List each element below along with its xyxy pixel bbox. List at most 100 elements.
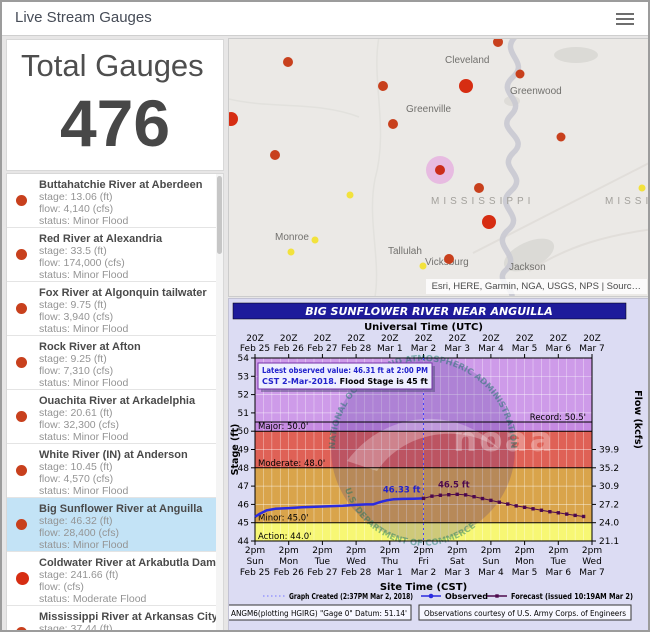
- utc-date: Mar 2: [411, 344, 437, 354]
- site-time-tick: 2pm: [279, 546, 299, 556]
- stage-tick-label: 53: [238, 372, 249, 382]
- map-gauge-dot[interactable]: [474, 183, 484, 193]
- site-day: Sun: [482, 557, 499, 567]
- map-gauge-dot[interactable]: [493, 39, 503, 47]
- forecast-point: [463, 493, 468, 497]
- flood-band-label: Action: 44.0': [258, 532, 311, 542]
- utc-date: Mar 1: [377, 344, 403, 354]
- gauge-status-dot: [16, 357, 27, 368]
- map-gauge-dot[interactable]: [482, 215, 496, 229]
- site-day: Wed: [346, 557, 366, 567]
- gauge-list-item[interactable]: White River (IN) at Anderson stage: 10.45…: [7, 443, 223, 497]
- gauge-list-item[interactable]: Ouachita River at Arkadelphia stage: 20.6…: [7, 389, 223, 443]
- map-gauge-dot[interactable]: [311, 236, 319, 244]
- utc-date: Feb 25: [240, 344, 270, 354]
- chart-title-bar: [232, 302, 627, 320]
- utc-tick: 20Z: [246, 334, 264, 344]
- gauge-name: Coldwater River at Arkabutla Dam: [39, 557, 216, 569]
- utc-date: Feb 28: [341, 344, 372, 354]
- stage-tick-label: 52: [238, 391, 249, 401]
- map-gauge-dot[interactable]: [388, 119, 398, 129]
- map-gauge-dot[interactable]: [419, 262, 427, 270]
- utc-tick: 20Z: [347, 334, 365, 344]
- gauge-list-item[interactable]: Coldwater River at Arkabutla Dam stage: 2…: [7, 551, 223, 605]
- map-attribution: Esri, HERE, Garmin, NGA, USGS, NPS | Sou…: [425, 279, 647, 294]
- map-panel[interactable]: MISSISSIPPI MISSISSIPPI Cleveland Greenvill…: [228, 38, 649, 297]
- gauge-name: Big Sunflower River at Anguilla: [39, 503, 203, 515]
- observed-series-line: [254, 497, 424, 518]
- gage-datum-text: ANGM6(plotting HGIRG) "Gage 0" Datum: 51…: [231, 609, 407, 618]
- gauge-list-item[interactable]: Buttahatchie River at Aberdeen stage: 13.…: [7, 174, 223, 227]
- latest-observed-box: [257, 362, 433, 390]
- utc-date: Mar 7: [579, 344, 605, 354]
- utc-date: Mar 3: [444, 344, 470, 354]
- current-value-label: 46.33 ft: [383, 485, 421, 495]
- forecast-point: [480, 496, 485, 501]
- scrollbar-thumb[interactable]: [217, 176, 222, 254]
- map-gauge-dot[interactable]: [556, 132, 566, 142]
- map-gauge-dot[interactable]: [459, 79, 473, 93]
- map-gauge-dot[interactable]: [515, 69, 525, 79]
- site-date: Mar 3: [444, 568, 470, 578]
- map-gauge-dot[interactable]: [435, 165, 445, 175]
- total-gauges-card: Total Gauges 476: [6, 39, 224, 171]
- site-date: Mar 1: [377, 568, 403, 578]
- site-time-axis-label: Site Time (CST): [380, 582, 467, 593]
- river-path: [499, 39, 522, 296]
- forecast-point: [565, 512, 569, 516]
- utc-date: Mar 5: [512, 344, 538, 354]
- gauge-list-item[interactable]: Fox River at Algonquin tailwater stage: 9…: [7, 281, 223, 335]
- city-label: Greenville: [406, 104, 451, 115]
- gauge-flow: flow: 4,570 (cfs): [39, 473, 114, 485]
- stage-tick-label: 54: [238, 354, 250, 364]
- gauge-list-item[interactable]: Big Sunflower River at Anguilla stage: 46…: [7, 497, 223, 551]
- gauge-status: status: Minor Flood: [39, 485, 129, 497]
- map-road: [528, 228, 648, 272]
- gage-datum-box: [229, 604, 412, 621]
- hamburger-menu-icon[interactable]: [612, 8, 638, 30]
- gauge-stage: stage: 46.32 (ft): [39, 515, 113, 527]
- map-gauge-dot[interactable]: [283, 57, 293, 67]
- city-label: Cleveland: [445, 55, 489, 66]
- state-label: MISSISSIPPI: [431, 196, 534, 207]
- app-header: Live Stream Gauges: [2, 2, 648, 36]
- utc-tick: 20Z: [415, 334, 433, 344]
- site-day: Thu: [380, 557, 398, 567]
- flow-tick-label: 30.9: [599, 482, 619, 492]
- map-gauge-dot[interactable]: [444, 254, 454, 264]
- map-gauge-dot[interactable]: [229, 112, 238, 126]
- city-label: Tallulah: [388, 246, 422, 257]
- gauge-list-item[interactable]: Rock River at Afton stage: 9.25 (ft) flow:…: [7, 335, 223, 389]
- gauge-list-item[interactable]: Mississippi River at Arkansas City stage:…: [7, 605, 223, 632]
- gauge-stage: stage: 33.5 (ft): [39, 245, 107, 257]
- site-time-tick: 2pm: [380, 546, 400, 556]
- gauge-stage: stage: 37.44 (ft): [39, 623, 113, 632]
- gauge-list-item[interactable]: Red River at Alexandria stage: 33.5 (ft) f…: [7, 227, 223, 281]
- scrollbar[interactable]: [216, 174, 223, 630]
- legend-created-label: Graph Created (2:37PM Mar 2, 2018): [289, 592, 413, 601]
- site-date: Mar 2: [411, 568, 437, 578]
- forecast-point: [522, 505, 527, 510]
- map-gauge-dot[interactable]: [346, 191, 354, 199]
- flow-tick-label: 24.0: [599, 519, 619, 529]
- gauge-status-dot: [16, 572, 29, 585]
- gauge-name: White River (IN) at Anderson: [39, 449, 188, 461]
- map-canvas[interactable]: MISSISSIPPI MISSISSIPPI Cleveland Greenvill…: [229, 39, 649, 296]
- map-gauge-dot[interactable]: [378, 81, 388, 91]
- gauge-list-panel: Buttahatchie River at Aberdeen stage: 13.…: [6, 173, 224, 632]
- site-time-tick: 2pm: [481, 546, 501, 556]
- forecast-point: [430, 494, 434, 498]
- gauge-flow: flow: 7,310 (cfs): [39, 365, 114, 377]
- utc-tick: 20Z: [314, 334, 332, 344]
- urban-area: [554, 47, 598, 63]
- stage-tick-label: 47: [238, 482, 249, 492]
- map-gauge-dot[interactable]: [287, 248, 295, 256]
- map-gauge-dot[interactable]: [270, 150, 280, 160]
- map-gauge-dot[interactable]: [638, 184, 646, 192]
- forecast-point: [506, 502, 510, 506]
- hydrograph-chart: BIG SUNFLOWER RIVER NEAR ANGUILLA Univers…: [229, 299, 648, 630]
- forecast-point: [514, 504, 518, 508]
- site-day: Sun: [246, 557, 263, 567]
- flood-band-label: Minor: 45.0': [258, 514, 308, 524]
